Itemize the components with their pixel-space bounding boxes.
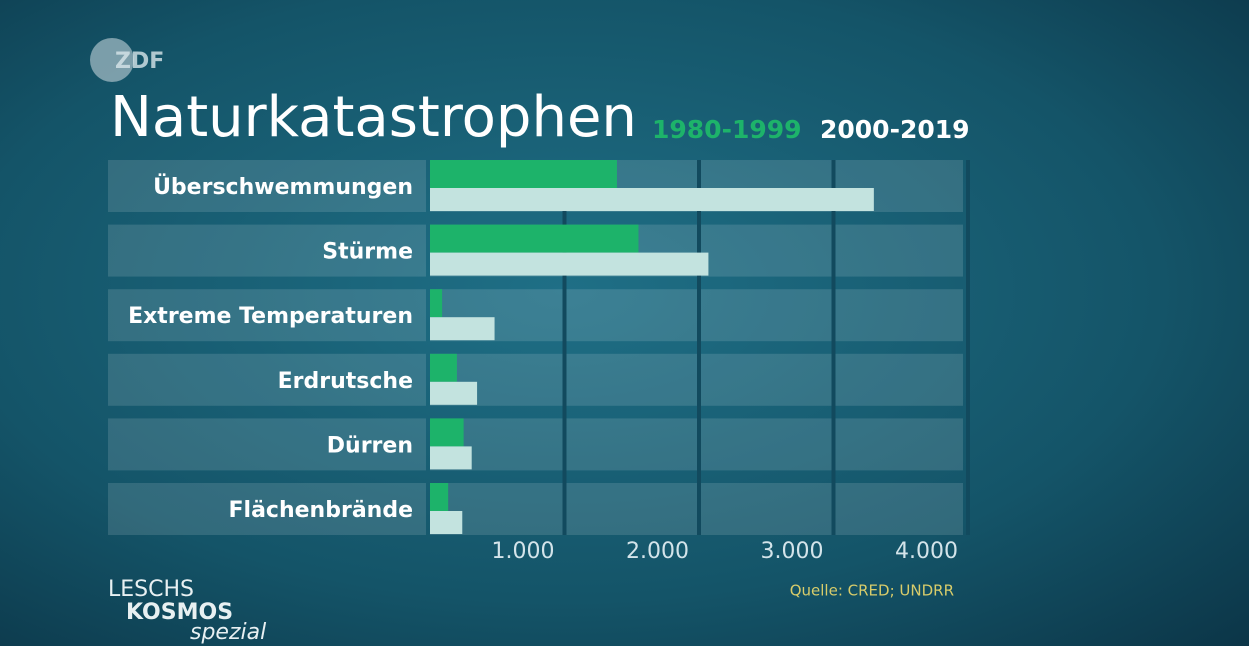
row-panel <box>430 353 963 406</box>
branding: LESCHS <box>108 577 194 602</box>
bar <box>430 511 463 534</box>
row-panel <box>430 418 963 471</box>
bar <box>430 317 495 341</box>
x-tick-label: 3.000 <box>761 539 824 564</box>
bar <box>430 160 617 188</box>
bar <box>430 353 457 382</box>
row-panel <box>430 289 963 342</box>
chart-title: Naturkatastrophen <box>110 85 637 150</box>
bar <box>430 224 639 253</box>
row-panel <box>430 483 963 535</box>
category-label: Erdrutsche <box>278 369 413 394</box>
x-tick-label: 4.000 <box>895 539 958 564</box>
bar <box>430 252 709 276</box>
source-note: Quelle: CRED; UNDRR <box>790 582 954 600</box>
logo: ZDF <box>115 49 164 74</box>
label-panel <box>108 353 426 406</box>
label-panel <box>108 483 426 535</box>
legend-label: 1980-1999 <box>652 115 802 144</box>
label-panel <box>108 224 426 277</box>
bar <box>430 381 478 405</box>
category-label: Extreme Temperaturen <box>128 304 413 329</box>
category-label: Dürren <box>327 433 413 458</box>
legend-label: 2000-2019 <box>820 115 970 144</box>
category-label: Flächenbrände <box>229 498 413 523</box>
branding: spezial <box>190 620 266 645</box>
bar <box>430 289 443 318</box>
plot: Überschwemmungen Stürme Extreme Temperatur… <box>108 160 970 564</box>
category-label: Überschwemmungen <box>153 174 413 200</box>
logo-badge <box>90 38 134 82</box>
category-label: Stürme <box>322 240 413 265</box>
bar <box>430 418 464 447</box>
label-panel <box>108 160 426 212</box>
label-panel <box>108 418 426 471</box>
x-tick-label: 1.000 <box>492 539 555 564</box>
bar <box>430 483 449 511</box>
bar <box>430 446 472 470</box>
bar <box>430 188 874 211</box>
label-panel <box>108 289 426 342</box>
branding: KOSMOS <box>126 600 233 625</box>
x-tick-label: 2.000 <box>626 539 689 564</box>
